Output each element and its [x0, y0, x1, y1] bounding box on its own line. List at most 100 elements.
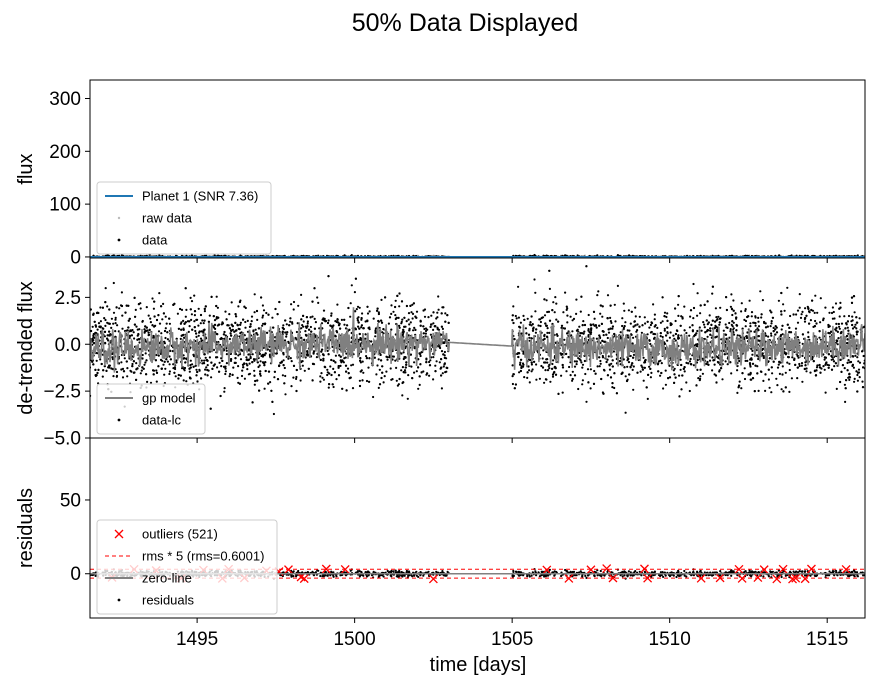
- data-point: [284, 393, 287, 396]
- data-point: [157, 330, 161, 333]
- data-point: [819, 297, 822, 300]
- data-point: [350, 364, 353, 367]
- data-point: [411, 312, 415, 315]
- data-point: [580, 361, 583, 364]
- data-point: [581, 363, 585, 366]
- data-point: [320, 372, 323, 375]
- data-point: [336, 303, 339, 306]
- data-point: [552, 359, 555, 362]
- data-point: [355, 308, 358, 311]
- data-point: [376, 364, 379, 367]
- data-point: [261, 304, 264, 307]
- data-point: [283, 366, 286, 370]
- data-point: [126, 375, 129, 378]
- data-point: [168, 322, 171, 325]
- data-point: [649, 323, 653, 327]
- data-point: [539, 320, 543, 324]
- data-point: [372, 395, 375, 399]
- data-point: [351, 363, 355, 366]
- data-point: [309, 325, 312, 329]
- data-point: [174, 367, 177, 371]
- data-point: [358, 379, 361, 382]
- data-point: [189, 359, 192, 362]
- data-point: [531, 368, 534, 371]
- data-point: [237, 381, 240, 384]
- data-point: [768, 386, 771, 389]
- data-point: [738, 334, 741, 337]
- data-point: [374, 327, 377, 330]
- data-point: [626, 329, 629, 332]
- data-point: [822, 365, 825, 368]
- data-point: [299, 379, 302, 382]
- data-point: [162, 302, 165, 305]
- data-point: [214, 327, 217, 330]
- data-point: [740, 310, 743, 313]
- data-point: [437, 308, 440, 311]
- data-point: [350, 254, 353, 257]
- data-point: [702, 321, 705, 324]
- data-point: [760, 316, 763, 319]
- data-point: [838, 327, 841, 330]
- data-point: [375, 373, 378, 376]
- data-point: [120, 254, 123, 257]
- data-point: [627, 361, 631, 364]
- data-point: [200, 359, 203, 362]
- data-point: [115, 370, 119, 374]
- data-point: [215, 317, 218, 320]
- data-point: [634, 315, 637, 318]
- data-point: [364, 320, 367, 323]
- data-point: [179, 337, 182, 340]
- data-point: [110, 326, 113, 329]
- data-point: [853, 380, 856, 383]
- data-point: [554, 296, 557, 299]
- data-point: [220, 365, 223, 368]
- data-point: [724, 360, 727, 363]
- data-point: [263, 387, 266, 390]
- data-point: [770, 322, 773, 325]
- data-point: [522, 314, 525, 317]
- data-point: [284, 374, 287, 378]
- data-point: [546, 310, 549, 314]
- data-point: [425, 357, 428, 360]
- y-tick-label: 0: [70, 247, 81, 268]
- data-point: [346, 367, 350, 370]
- data-point: [599, 362, 602, 365]
- data-point: [589, 387, 592, 390]
- data-point: [744, 319, 748, 323]
- data-point: [824, 306, 827, 309]
- data-point: [639, 370, 642, 373]
- data-point: [114, 318, 117, 321]
- data-point: [732, 299, 735, 302]
- data-point: [814, 294, 817, 297]
- data-point: [542, 349, 545, 352]
- data-point: [205, 366, 208, 369]
- data-point: [713, 363, 716, 366]
- data-point: [301, 364, 304, 367]
- data-point: [794, 327, 798, 330]
- data-point: [434, 364, 437, 367]
- data-point: [732, 321, 735, 324]
- data-point: [586, 368, 590, 371]
- data-point: [193, 314, 196, 317]
- data-point: [642, 379, 645, 382]
- data-point: [248, 362, 251, 365]
- data-point: [858, 361, 862, 364]
- data-point: [648, 326, 651, 329]
- data-point: [595, 326, 598, 329]
- data-point: [809, 319, 813, 322]
- data-point: [262, 309, 266, 312]
- data-point: [524, 327, 528, 330]
- data-point: [380, 298, 383, 301]
- data-point: [799, 316, 803, 319]
- data-point: [692, 282, 695, 286]
- data-point: [112, 254, 115, 257]
- data-point: [861, 380, 864, 383]
- data-point: [577, 356, 580, 360]
- data-point: [843, 367, 846, 370]
- data-point: [99, 306, 102, 309]
- data-point: [544, 369, 547, 372]
- data-point: [212, 348, 216, 351]
- data-point: [814, 319, 817, 323]
- data-point: [575, 363, 578, 366]
